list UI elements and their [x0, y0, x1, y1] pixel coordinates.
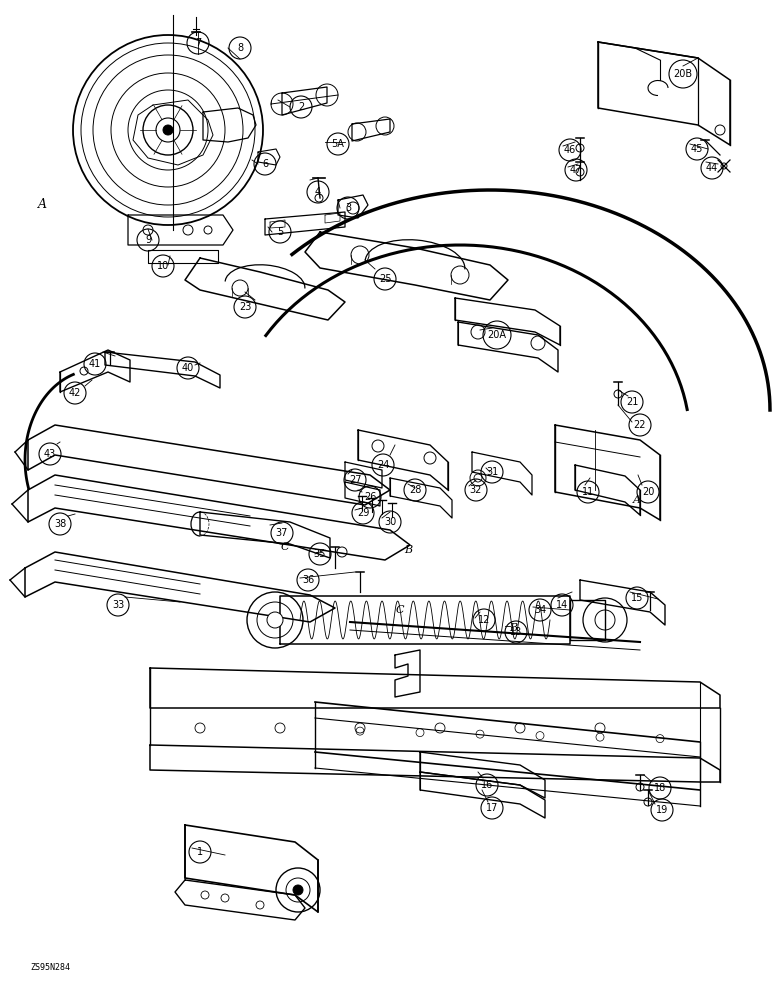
Text: 25: 25: [379, 274, 391, 284]
Text: 31: 31: [486, 467, 498, 477]
Text: ZS95N284: ZS95N284: [30, 963, 70, 972]
Text: 1: 1: [197, 847, 203, 857]
Text: 44: 44: [706, 163, 718, 173]
Text: 42: 42: [69, 388, 81, 398]
Text: 23: 23: [239, 302, 251, 312]
Text: 5: 5: [277, 227, 283, 237]
Text: 22: 22: [634, 420, 646, 430]
Text: 26: 26: [364, 492, 376, 502]
Text: 21: 21: [626, 397, 638, 407]
Text: 7: 7: [195, 38, 201, 48]
Circle shape: [163, 125, 173, 135]
Text: 4: 4: [315, 187, 321, 197]
Text: C: C: [281, 542, 290, 552]
Text: 24: 24: [377, 460, 389, 470]
Text: 8: 8: [237, 43, 243, 53]
Text: 43: 43: [44, 449, 56, 459]
Text: 10: 10: [157, 261, 169, 271]
Text: 11: 11: [582, 487, 594, 497]
Text: 29: 29: [357, 508, 369, 518]
Text: 37: 37: [276, 528, 288, 538]
Text: 45: 45: [691, 144, 703, 154]
Text: 47: 47: [570, 165, 582, 175]
Text: B: B: [509, 623, 517, 633]
Circle shape: [293, 885, 303, 895]
Text: C: C: [396, 605, 405, 615]
Text: 20A: 20A: [487, 330, 506, 340]
Text: 32: 32: [470, 485, 482, 495]
Text: 20B: 20B: [673, 69, 692, 79]
Text: 30: 30: [384, 517, 396, 527]
Text: 17: 17: [486, 803, 498, 813]
Text: 6: 6: [262, 159, 268, 169]
Text: 28: 28: [409, 485, 422, 495]
Text: A: A: [633, 495, 641, 505]
Text: A: A: [38, 198, 46, 211]
Text: 46: 46: [564, 145, 576, 155]
Text: 9: 9: [145, 235, 151, 245]
Text: 40: 40: [182, 363, 194, 373]
Text: 33: 33: [112, 600, 124, 610]
Text: 18: 18: [654, 783, 666, 793]
Text: 5A: 5A: [331, 139, 344, 149]
Text: 16: 16: [481, 780, 493, 790]
Text: 13: 13: [510, 627, 522, 637]
Text: 36: 36: [302, 575, 314, 585]
Text: 41: 41: [89, 359, 101, 369]
Text: 2: 2: [298, 102, 304, 112]
Text: 19: 19: [656, 805, 668, 815]
Text: 3: 3: [345, 203, 351, 213]
Circle shape: [267, 612, 283, 628]
Text: B: B: [404, 545, 412, 555]
Text: 14: 14: [556, 600, 568, 610]
Text: 27: 27: [349, 475, 361, 485]
Text: 20: 20: [642, 487, 654, 497]
Text: 35: 35: [313, 549, 327, 559]
Text: 38: 38: [54, 519, 66, 529]
Text: 12: 12: [478, 615, 490, 625]
Text: 34: 34: [534, 605, 546, 615]
Text: 15: 15: [631, 593, 643, 603]
